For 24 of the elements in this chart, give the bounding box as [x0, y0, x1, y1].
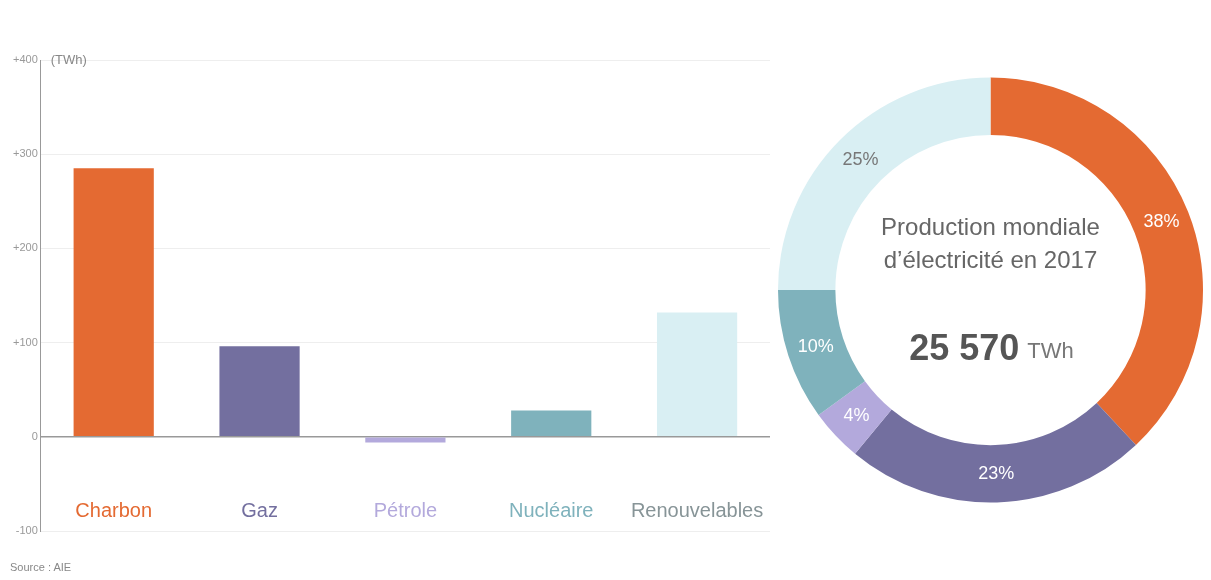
x-tick-label: Charbon — [75, 498, 153, 521]
bar — [656, 312, 738, 437]
y-axis-title: (TWh) — [50, 51, 87, 67]
bar — [511, 410, 592, 437]
x-tick-label: Pétrole — [373, 498, 438, 521]
data-label: 10% — [797, 335, 834, 356]
data-label: 25% — [842, 148, 879, 169]
data-label: 23% — [978, 462, 1015, 483]
y-tick-label: -100 — [15, 524, 38, 537]
x-tick-label: Renouvelables — [630, 498, 764, 521]
bar — [219, 346, 300, 437]
y-tick-label: +400 — [13, 53, 38, 66]
x-tick-label: Nucléaire — [508, 498, 594, 521]
y-tick-label: +200 — [13, 241, 38, 254]
text: 25 570 TWh — [909, 326, 1074, 368]
y-tick-label: +100 — [13, 335, 38, 348]
source-note: Source : AIE — [10, 561, 72, 574]
y-tick-label: 0 — [31, 429, 38, 442]
data-label: 38% — [1143, 211, 1180, 232]
text: Production mondiale d’électricité en 2017 — [881, 212, 1100, 273]
y-tick-label: +300 — [13, 147, 38, 160]
x-tick-label: Gaz — [241, 498, 278, 521]
data-label: 4% — [843, 404, 870, 425]
bar — [73, 168, 154, 437]
